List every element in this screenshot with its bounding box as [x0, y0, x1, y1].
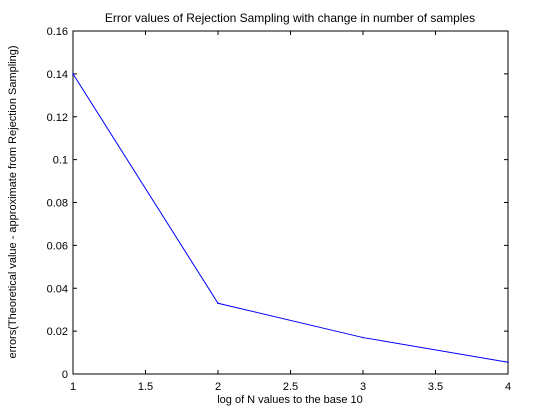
x-tick-label: 3 — [360, 381, 366, 393]
y-tick-label: 0.04 — [47, 283, 68, 295]
data-point — [362, 336, 364, 339]
axis-ticks: 1 1.5 2 2.5 3 3.5 4 0 0.02 0.04 0.06 0.08 0.1 0.12 0.1… — [47, 26, 511, 393]
data-point — [72, 73, 74, 75]
x-tick-label: 1.5 — [138, 381, 153, 393]
y-tick-label: 0.14 — [47, 69, 68, 81]
y-tick-label: 0 — [62, 369, 68, 381]
x-tick-label: 2.5 — [283, 381, 298, 393]
y-tick-label: 0.16 — [47, 26, 68, 38]
plot-area — [72, 30, 509, 375]
x-tick-label: 4 — [505, 381, 511, 393]
x-tick-label: 2 — [215, 381, 221, 393]
series-layer — [72, 73, 509, 364]
data-point — [507, 361, 509, 364]
y-tick-label: 0.12 — [47, 112, 68, 124]
data-point — [217, 302, 219, 305]
x-tick-label: 3.5 — [428, 381, 443, 393]
y-tick-label: 0.06 — [47, 240, 68, 252]
chart-title: Error values of Rejection Sampling with … — [105, 11, 475, 25]
y-tick-label: 0.02 — [47, 326, 68, 338]
series-line — [72, 73, 509, 363]
x-axis-label: log of N values to the base 10 — [217, 394, 363, 406]
x-tick-label: 1 — [70, 381, 76, 393]
y-tick-label: 0.08 — [47, 198, 68, 210]
y-axis-label: errors(Theoretical value - approximate f… — [7, 45, 19, 358]
y-tick-label: 0.1 — [53, 155, 68, 167]
